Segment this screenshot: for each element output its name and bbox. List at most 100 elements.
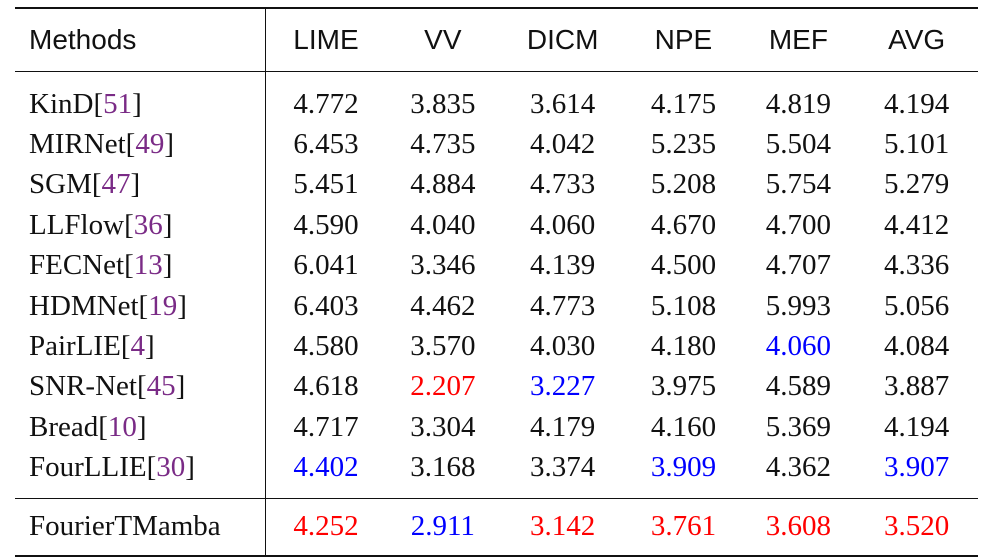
value-cell-lime: 4.717 bbox=[293, 410, 359, 443]
value-cell-vv: 4.462 bbox=[410, 289, 476, 322]
method-cell: SNR-Net[45] bbox=[15, 366, 267, 408]
citation-link[interactable]: 13 bbox=[133, 249, 163, 282]
value-cell-avg: 4.194 bbox=[884, 410, 950, 443]
value-cell-lime: 4.772 bbox=[265, 71, 386, 125]
ref-bracket-open: [ bbox=[146, 451, 157, 484]
value-cell-dicm: 4.042 bbox=[530, 128, 596, 161]
ref-bracket-close: ] bbox=[164, 128, 175, 161]
table-row-ours: FourierTMamba 4.252 2.911 3.142 3.761 3.608 3.… bbox=[15, 497, 978, 557]
citation-link[interactable]: 49 bbox=[135, 128, 165, 161]
method-name: HDMNet bbox=[29, 289, 139, 322]
header-vv: VV bbox=[385, 7, 500, 72]
method-name: Bread bbox=[29, 410, 99, 443]
citation-link[interactable]: 47 bbox=[101, 168, 131, 201]
value-cell-npe: 3.761 bbox=[625, 497, 742, 557]
table-row: Bread[10] 4.717 3.304 4.179 4.160 5.369 4.194 bbox=[15, 407, 978, 448]
ref-bracket-close: ] bbox=[136, 410, 147, 443]
value-cell-vv: 3.304 bbox=[410, 410, 476, 443]
value-cell-vv: 3.835 bbox=[385, 71, 500, 125]
value-cell-mef: 3.608 bbox=[741, 497, 856, 557]
results-table-container: Methods LIME VV DICM NPE MEF AVG KinD[51… bbox=[15, 7, 978, 557]
value-cell-npe: 4.500 bbox=[650, 249, 717, 282]
value-cell-npe: 4.160 bbox=[650, 410, 717, 443]
method-cell: HDMNet[19] bbox=[15, 285, 267, 327]
method-name: SNR-Net bbox=[29, 370, 137, 403]
method-cell: Bread[10] bbox=[15, 407, 267, 448]
table-row: LLFlow[36] 4.590 4.040 4.060 4.670 4.700 4.412 bbox=[15, 205, 978, 246]
value-cell-vv: 3.570 bbox=[410, 330, 476, 363]
ref-bracket-close: ] bbox=[162, 249, 173, 282]
ref-bracket-close: ] bbox=[162, 208, 173, 241]
value-cell-dicm: 3.374 bbox=[530, 451, 596, 484]
method-name: KinD bbox=[29, 87, 94, 120]
table-row: MIRNet[49] 6.453 4.735 4.042 5.235 5.504 5.101 bbox=[15, 124, 978, 165]
value-cell-dicm: 4.060 bbox=[530, 208, 596, 241]
value-cell-avg: 4.412 bbox=[884, 208, 950, 241]
method-cell: FourLLIE[30] bbox=[15, 447, 267, 499]
method-cell: KinD[51] bbox=[15, 71, 267, 125]
value-cell-npe: 3.975 bbox=[650, 370, 717, 403]
value-cell-npe: 4.175 bbox=[625, 71, 742, 125]
value-cell-lime: 4.402 bbox=[293, 451, 359, 484]
value-cell-avg: 4.084 bbox=[884, 330, 950, 363]
value-cell-dicm: 4.139 bbox=[530, 249, 596, 282]
citation-link[interactable]: 10 bbox=[107, 410, 137, 443]
table-row: FECNet[13] 6.041 3.346 4.139 4.500 4.707 4.336 bbox=[15, 245, 978, 286]
value-cell-avg: 5.056 bbox=[884, 289, 950, 322]
value-cell-avg: 3.520 bbox=[855, 497, 978, 557]
citation-link[interactable]: 45 bbox=[146, 370, 176, 403]
citation-link[interactable]: 19 bbox=[148, 289, 178, 322]
value-cell-vv: 3.346 bbox=[410, 249, 476, 282]
value-cell-dicm: 3.142 bbox=[499, 497, 626, 557]
ref-bracket-open: [ bbox=[91, 168, 102, 201]
ref-bracket-close: ] bbox=[185, 451, 195, 484]
citation-link[interactable]: 51 bbox=[103, 87, 133, 120]
method-name: LLFlow bbox=[29, 208, 125, 241]
ref-bracket-open: [ bbox=[136, 370, 147, 403]
baseline-rows: KinD[51] 4.772 3.835 3.614 4.175 4.819 4.194 MI… bbox=[15, 71, 978, 499]
value-cell-vv: 3.168 bbox=[410, 451, 476, 484]
value-cell-avg: 5.279 bbox=[884, 168, 950, 201]
value-cell-lime: 5.451 bbox=[293, 168, 359, 201]
value-cell-mef: 5.369 bbox=[765, 410, 831, 443]
table-row: HDMNet[19] 6.403 4.462 4.773 5.108 5.993 5.056 bbox=[15, 285, 978, 327]
method-name: MIRNet bbox=[29, 128, 126, 161]
citation-link[interactable]: 4 bbox=[130, 330, 145, 363]
ref-bracket-close: ] bbox=[130, 168, 141, 201]
value-cell-mef: 5.754 bbox=[765, 168, 831, 201]
value-cell-avg: 3.887 bbox=[884, 370, 950, 403]
ref-bracket-open: [ bbox=[124, 208, 134, 241]
citation-link[interactable]: 30 bbox=[156, 451, 186, 484]
header-methods: Methods bbox=[15, 7, 267, 72]
value-cell-npe: 5.235 bbox=[650, 128, 717, 161]
method-cell: LLFlow[36] bbox=[15, 205, 267, 246]
value-cell-mef: 4.819 bbox=[741, 71, 856, 125]
method-name: FECNet bbox=[29, 249, 125, 282]
value-cell-vv: 2.911 bbox=[385, 497, 500, 557]
table-row: SGM[47] 5.451 4.884 4.733 5.208 5.754 5.279 bbox=[15, 164, 978, 206]
value-cell-dicm: 4.733 bbox=[530, 168, 596, 201]
value-cell-npe: 3.909 bbox=[650, 451, 717, 484]
ours-rows: FourierTMamba 4.252 2.911 3.142 3.761 3.608 3.… bbox=[15, 497, 978, 557]
value-cell-dicm: 3.614 bbox=[499, 71, 626, 125]
citation-link[interactable]: 36 bbox=[133, 208, 163, 241]
value-cell-vv: 2.207 bbox=[410, 370, 476, 403]
table-row: KinD[51] 4.772 3.835 3.614 4.175 4.819 4.194 bbox=[15, 71, 978, 125]
method-cell: PairLIE[4] bbox=[15, 326, 267, 367]
value-cell-lime: 6.041 bbox=[293, 249, 359, 282]
value-cell-avg: 3.907 bbox=[884, 451, 950, 484]
value-cell-mef: 5.993 bbox=[765, 289, 831, 322]
value-cell-avg: 4.194 bbox=[855, 71, 978, 125]
method-cell: SGM[47] bbox=[15, 164, 267, 206]
ref-bracket-open: [ bbox=[93, 87, 104, 120]
value-cell-vv: 4.735 bbox=[410, 128, 476, 161]
header-mef: MEF bbox=[741, 7, 856, 72]
value-cell-mef: 4.589 bbox=[765, 370, 831, 403]
ref-bracket-open: [ bbox=[120, 330, 131, 363]
ref-bracket-close: ] bbox=[144, 330, 155, 363]
method-name: PairLIE bbox=[29, 330, 121, 363]
value-cell-dicm: 4.030 bbox=[530, 330, 596, 363]
value-cell-mef: 4.707 bbox=[765, 249, 831, 282]
ref-bracket-close: ] bbox=[175, 370, 186, 403]
table-row: PairLIE[4] 4.580 3.570 4.030 4.180 4.060 4.084 bbox=[15, 326, 978, 367]
